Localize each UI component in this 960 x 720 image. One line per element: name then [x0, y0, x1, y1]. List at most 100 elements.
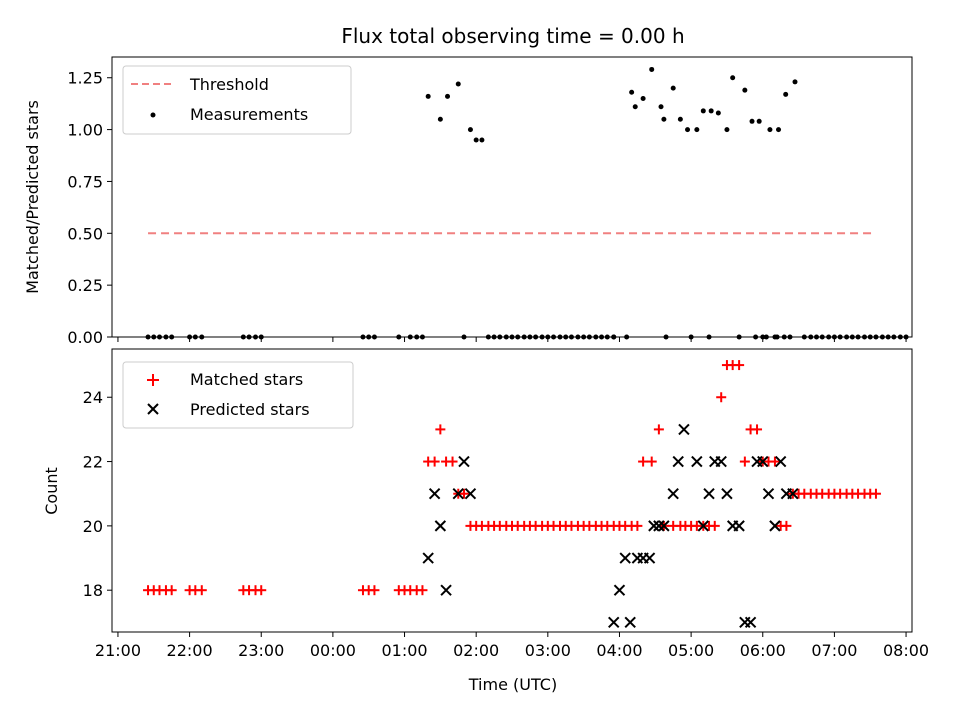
predicted-star-point	[440, 584, 452, 596]
matched-star-point	[739, 456, 750, 467]
x-tick-label: 02:00	[453, 641, 499, 660]
predicted-star-point	[653, 520, 665, 532]
measurement-point	[445, 93, 451, 99]
top-y-tick-label: 0.00	[67, 328, 103, 347]
predicted-star-point	[428, 488, 441, 500]
predicted-star-point	[769, 520, 781, 532]
measurement-point	[425, 93, 431, 99]
legend-predicted-label: Predicted stars	[190, 400, 310, 419]
x-tick-label: 00:00	[310, 641, 356, 660]
measurement-point	[455, 81, 461, 87]
measurement-point	[700, 108, 706, 114]
predicted-star-point	[434, 520, 447, 532]
x-tick-label: 05:00	[668, 641, 714, 660]
measurement-point	[640, 95, 646, 101]
predicted-star-point	[452, 488, 464, 500]
bottom-legend: Matched stars Predicted stars	[122, 361, 354, 429]
predicted-star-point	[715, 455, 727, 468]
matched-star-point	[632, 520, 643, 531]
measurement-point	[677, 116, 683, 122]
top-legend: Threshold Measurements	[122, 65, 352, 135]
bottom-legend-box	[122, 361, 354, 429]
top-y-ticks: 0.00 0.25 0.50 0.75 1.00 1.25	[67, 69, 112, 347]
legend-measurements-label: Measurements	[190, 105, 308, 124]
measurement-point	[658, 104, 664, 110]
matched-star-point	[429, 456, 440, 467]
matched-star-point	[646, 456, 657, 467]
predicted-star-point	[672, 455, 684, 468]
x-tick-label: 07:00	[811, 641, 857, 660]
measurement-point	[694, 127, 700, 133]
measurement-point	[632, 104, 638, 110]
measurement-point	[473, 137, 479, 143]
matched-star-point	[638, 456, 649, 467]
predicted-star-point	[678, 423, 690, 436]
measurement-point	[685, 127, 691, 133]
legend-measurements-swatch	[150, 112, 156, 118]
matched-star-point	[769, 456, 780, 467]
measurement-point	[724, 127, 730, 133]
predicted-star-point	[667, 488, 679, 500]
top-axes-frame	[111, 56, 913, 338]
top-y-tick-label: 0.25	[67, 276, 103, 295]
predicted-star-point	[757, 455, 769, 468]
matched-star-point	[716, 392, 727, 403]
bottom-axes-frame	[111, 348, 913, 633]
legend-threshold-label: Threshold	[189, 75, 269, 94]
predicted-star-point	[619, 552, 631, 564]
x-tick-label: 23:00	[238, 641, 284, 660]
bottom-plot-area	[143, 360, 881, 629]
predicted-star-point	[762, 488, 775, 500]
matched-star-point	[752, 424, 763, 435]
predicted-star-point	[643, 552, 656, 564]
matched-star-point	[653, 424, 664, 435]
measurement-point	[776, 127, 782, 133]
x-tick-label: 22:00	[167, 641, 213, 660]
top-legend-box	[122, 65, 352, 135]
predicted-star-point	[787, 488, 799, 500]
legend-matched-swatch	[147, 374, 159, 386]
measurement-point	[649, 66, 655, 72]
measurement-point	[756, 118, 762, 124]
measurement-point	[767, 127, 773, 133]
x-tick-label: 21:00	[95, 641, 141, 660]
predicted-star-point	[691, 455, 703, 468]
top-y-tick-label: 0.75	[67, 172, 103, 191]
matched-star-point	[369, 585, 380, 596]
x-axis-label: Time (UTC)	[468, 675, 557, 694]
predicted-star-point	[721, 488, 733, 500]
measurement-point	[708, 108, 714, 114]
predicted-star-point	[458, 455, 470, 468]
bottom-y-tick-label: 24	[83, 388, 103, 407]
bottom-panel: 18 20 22 24 21:00 22:00 23:00 00:00 01:00 02:00 0…	[42, 348, 929, 694]
top-y-tick-label: 1.00	[67, 121, 103, 140]
matched-star-point	[196, 585, 207, 596]
legend-predicted-swatch	[147, 403, 159, 415]
measurement-point	[479, 137, 485, 143]
matched-star-point	[256, 585, 267, 596]
predicted-star-point	[613, 584, 626, 596]
measurement-point	[670, 85, 676, 91]
matched-star-point	[435, 424, 446, 435]
predicted-star-point	[422, 552, 434, 564]
matched-star-point	[870, 488, 881, 499]
predicted-star-point	[658, 520, 670, 532]
x-tick-label: 04:00	[596, 641, 642, 660]
predicted-star-point	[774, 455, 787, 468]
measurement-point	[792, 79, 798, 85]
top-y-axis-label: Matched/Predicted stars	[23, 100, 42, 294]
bottom-y-tick-label: 18	[83, 581, 103, 600]
top-panel: 0.00 0.25 0.50 0.75 1.00 1.25 Matched/Predict…	[23, 56, 913, 347]
predicted-star-point	[464, 488, 477, 500]
top-y-tick-label: 1.25	[67, 69, 103, 88]
predicted-star-point	[697, 520, 710, 532]
bottom-x-ticks: 21:00 22:00 23:00 00:00 01:00 02:00 03:00 04:00…	[95, 632, 929, 660]
matched-star-point	[458, 488, 469, 499]
predicted-star-point	[744, 616, 757, 629]
chart-title: Flux total observing time = 0.00 h	[341, 24, 684, 48]
measurement-point	[730, 75, 736, 81]
matched-star-point	[417, 585, 428, 596]
measurement-point	[783, 91, 789, 97]
measurement-point	[715, 110, 721, 116]
